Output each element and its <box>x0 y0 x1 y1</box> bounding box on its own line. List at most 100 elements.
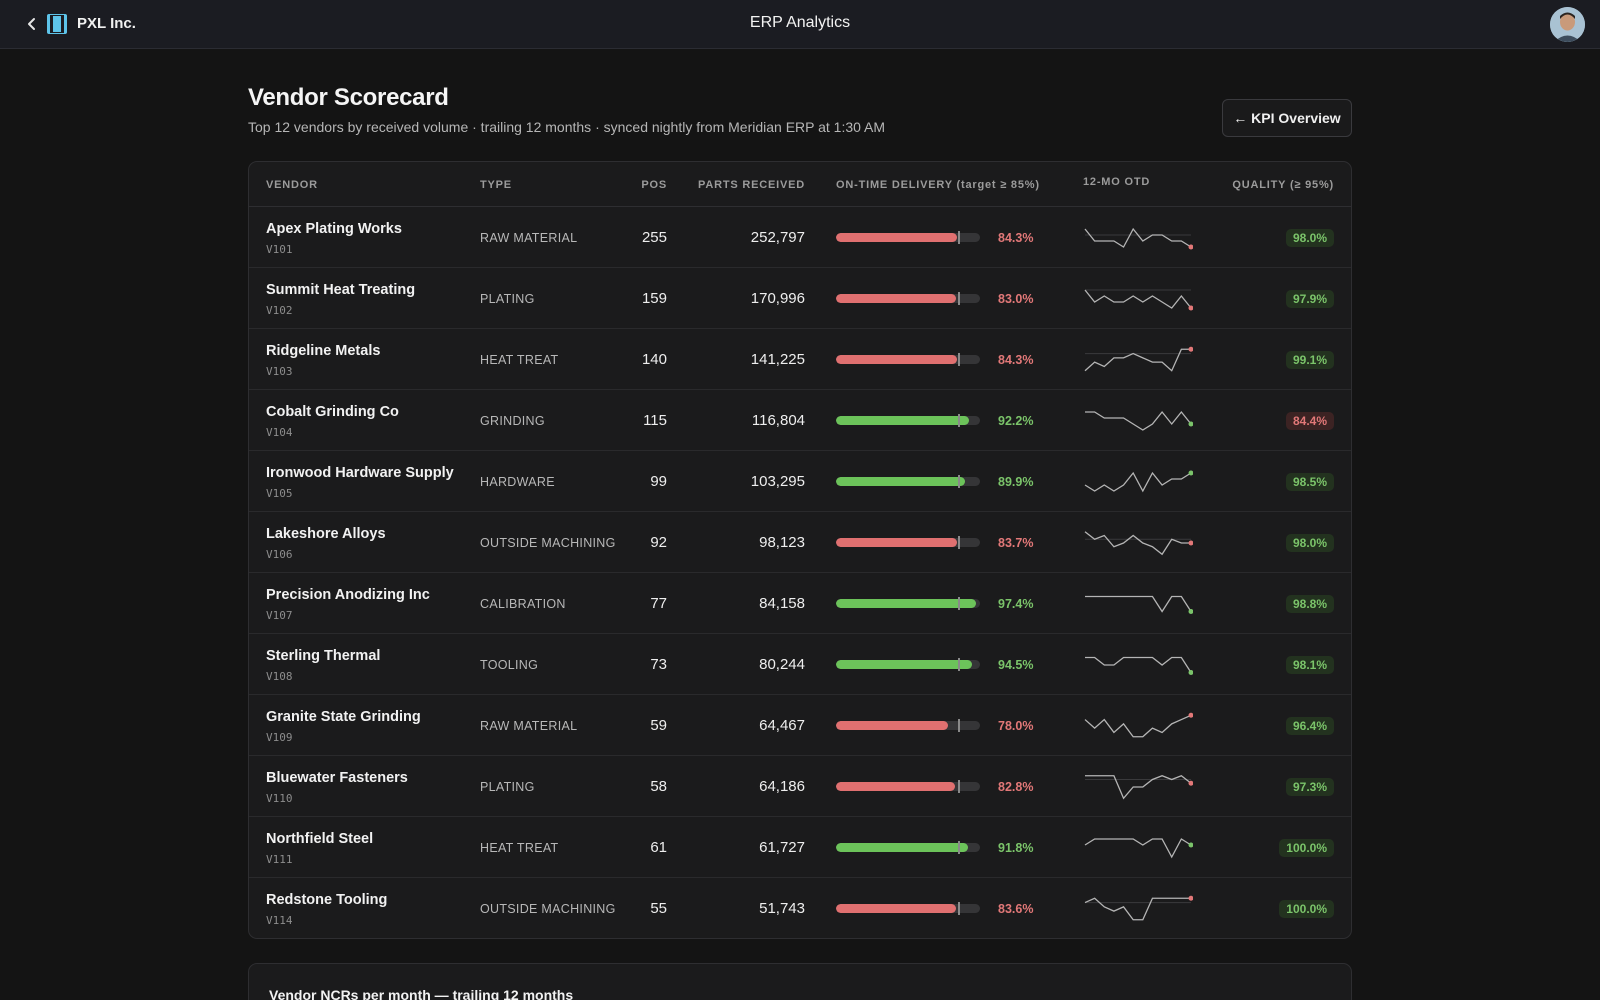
vendor-name[interactable]: Precision Anodizing Inc <box>266 587 430 603</box>
table-row[interactable]: Ironwood Hardware Supply V105 HARDWARE 99 10… <box>249 451 1351 512</box>
vendor-name[interactable]: Sterling Thermal <box>266 648 381 664</box>
sparkline-svg <box>1085 656 1194 675</box>
vendor-code: V108 <box>266 670 293 683</box>
sparkline-svg <box>1084 346 1194 372</box>
table-row[interactable]: Ridgeline Metals V103 HEAT TREAT 140 141,225… <box>249 329 1351 390</box>
sparkline-svg <box>1084 470 1194 493</box>
otd-target-marker <box>958 719 960 732</box>
sparkline-last-point <box>1188 421 1194 427</box>
otd-bar <box>836 355 980 364</box>
otd-sparkline <box>1083 465 1194 499</box>
ncr-chart-title: Vendor NCRs per month — trailing 12 mont… <box>269 987 574 1000</box>
ncr-chart-card: Vendor NCRs per month — trailing 12 mont… <box>248 963 1352 1000</box>
vendor-type: HEAT TREAT <box>480 841 559 855</box>
kpi-overview-button[interactable]: ← KPI Overview <box>1222 99 1352 137</box>
otd-bar <box>836 294 980 303</box>
table-row[interactable]: Northfield Steel V111 HEAT TREAT 61 61,727 91… <box>249 817 1351 878</box>
vendor-type: CALIBRATION <box>480 597 566 611</box>
quality-badge: 97.9% <box>1285 290 1334 308</box>
otd-bar-fill <box>836 660 973 669</box>
vendor-code: V105 <box>266 487 293 500</box>
sparkline-svg <box>1084 531 1194 556</box>
table-row[interactable]: Redstone Tooling V114 OUTSIDE MACHINING 55 5… <box>249 878 1351 938</box>
table-row[interactable]: Bluewater Fasteners V110 PLATING 58 64,186 82… <box>249 756 1351 817</box>
sparkline-svg <box>1084 227 1194 250</box>
sparkline-last-point <box>1188 244 1194 250</box>
otd-value: 83.7% <box>998 536 1034 550</box>
vendor-type: RAW MATERIAL <box>480 231 578 245</box>
sparkline-line <box>1085 656 1192 673</box>
vendor-code: V110 <box>266 792 293 805</box>
top-bar: PXL Inc. ERP Analytics <box>0 0 1600 49</box>
org-name[interactable]: PXL Inc. <box>77 15 136 32</box>
quality-badge: 98.1% <box>1285 656 1334 674</box>
vendor-name[interactable]: Lakeshore Alloys <box>266 526 386 542</box>
vendor-name[interactable]: Summit Heat Treating <box>266 282 416 298</box>
sparkline-line <box>1084 471 1192 493</box>
table-row[interactable]: Lakeshore Alloys V106 OUTSIDE MACHINING 92 9… <box>249 512 1351 573</box>
table-row[interactable]: Apex Plating Works V101 RAW MATERIAL 255 252… <box>249 207 1351 268</box>
table-row[interactable]: Summit Heat Treating V102 PLATING 159 170,99… <box>249 268 1351 329</box>
vendor-name[interactable]: Ridgeline Metals <box>266 343 381 359</box>
parts-received: 64,467 <box>759 717 805 734</box>
parts-received: 84,158 <box>759 595 805 612</box>
otd-bar <box>836 599 980 608</box>
vendor-name[interactable]: Redstone Tooling <box>266 892 388 908</box>
vendor-name[interactable]: Northfield Steel <box>266 831 374 847</box>
column-header-parts-received[interactable]: PARTS RECEIVED <box>698 179 805 191</box>
po-count: 58 <box>650 778 667 795</box>
table-row[interactable]: Granite State Grinding V109 RAW MATERIAL 59… <box>249 695 1351 756</box>
otd-target-marker <box>958 536 960 549</box>
pxl-logo-icon[interactable] <box>46 13 68 35</box>
sparkline-line <box>1084 227 1192 248</box>
vendor-name[interactable]: Granite State Grinding <box>266 709 421 725</box>
sparkline-line <box>1084 531 1191 556</box>
column-header-12mo-otd[interactable]: 12-MO OTD <box>1083 176 1151 188</box>
quality-badge: 97.3% <box>1285 778 1334 796</box>
parts-received: 116,804 <box>751 412 805 429</box>
vendor-type: HARDWARE <box>480 475 555 489</box>
quality-badge: 84.4% <box>1285 412 1334 430</box>
vendor-name[interactable]: Ironwood Hardware Supply <box>266 465 454 481</box>
quality-badge: 98.0% <box>1285 229 1334 247</box>
otd-sparkline <box>1083 526 1194 560</box>
vendor-type: OUTSIDE MACHINING <box>480 536 616 550</box>
po-count: 77 <box>650 595 667 612</box>
sparkline-last-point <box>1188 540 1194 546</box>
vendor-code: V114 <box>266 914 293 927</box>
po-count: 140 <box>641 351 667 368</box>
column-header-pos[interactable]: POS <box>641 179 667 191</box>
otd-bar <box>836 477 980 486</box>
po-count: 255 <box>641 229 667 246</box>
column-header-vendor[interactable]: VENDOR <box>266 179 318 191</box>
vendor-name[interactable]: Bluewater Fasteners <box>266 770 408 786</box>
otd-sparkline <box>1083 404 1194 438</box>
otd-bar-fill <box>836 233 958 242</box>
column-header-on-time-delivery[interactable]: ON-TIME DELIVERY (target ≥ 85%) <box>836 179 1040 191</box>
otd-sparkline <box>1083 892 1194 926</box>
sparkline-svg <box>1084 712 1194 738</box>
sparkline-last-point <box>1188 842 1194 848</box>
sparkline-svg <box>1084 289 1194 311</box>
table-row[interactable]: Cobalt Grinding Co V104 GRINDING 115 116,804… <box>249 390 1351 451</box>
chevron-left-icon[interactable] <box>22 14 42 34</box>
vendor-code: V104 <box>266 426 293 439</box>
otd-bar-fill <box>836 782 956 791</box>
column-header-quality[interactable]: QUALITY (≥ 95%) <box>1232 179 1334 191</box>
table-row[interactable]: Sterling Thermal V108 TOOLING 73 80,244 94.5%… <box>249 634 1351 695</box>
user-avatar[interactable] <box>1550 7 1585 42</box>
sparkline-svg <box>1084 895 1194 921</box>
otd-value: 83.6% <box>998 902 1034 916</box>
column-header-type[interactable]: TYPE <box>480 179 512 191</box>
vendor-name[interactable]: Apex Plating Works <box>266 221 402 237</box>
otd-value: 92.2% <box>998 414 1034 428</box>
vendor-code: V106 <box>266 548 293 561</box>
vendor-name[interactable]: Cobalt Grinding Co <box>266 404 399 420</box>
sparkline-svg <box>1085 775 1194 800</box>
quality-badge: 98.0% <box>1285 534 1334 552</box>
vendor-type: PLATING <box>480 780 535 794</box>
quality-badge: 96.4% <box>1285 717 1334 735</box>
table-row[interactable]: Precision Anodizing Inc V107 CALIBRATION 77… <box>249 573 1351 634</box>
otd-target-marker <box>958 414 960 427</box>
sparkline-last-point <box>1188 712 1194 718</box>
